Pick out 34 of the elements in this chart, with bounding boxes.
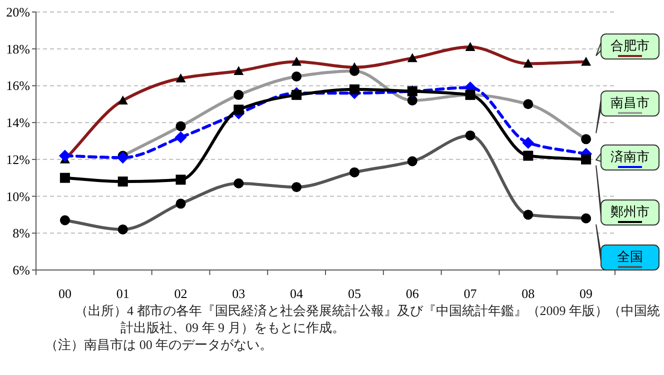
y-tick-label: 6%: [12, 262, 30, 278]
y-tick-label: 12%: [6, 152, 30, 167]
point: [174, 131, 187, 144]
y-tick-label: 16%: [6, 78, 30, 94]
x-tick-label: 07: [464, 286, 478, 301]
x-tick-label: 09: [580, 286, 593, 301]
x-tick-label: 05: [348, 286, 361, 301]
point: [292, 90, 302, 100]
y-tick-label: 20%: [6, 4, 30, 20]
point: [60, 172, 70, 183]
x-tick-label: 02: [174, 286, 188, 301]
x-tick-label: 04: [290, 286, 304, 301]
y-tick-label: 18%: [6, 41, 30, 56]
text: （注）南昌市は 00 年のデータがない。: [45, 336, 274, 353]
point: [234, 104, 244, 115]
point: [523, 150, 534, 161]
x-tick-label: 01: [116, 286, 130, 301]
point: [349, 84, 360, 94]
x-tick-label: 03: [232, 286, 246, 301]
x-tick-label: 06: [406, 286, 420, 301]
series-label: 済南市: [610, 149, 650, 164]
text: （出所）4 都市の各年『国民経済と社会発展統計公報』及び『中国統計年鑑』（2009 年版）（中国統計出版社、09 年 9 月）をもとに作成。: [75, 302, 660, 336]
x-tick-label: 08: [522, 286, 535, 301]
point: [176, 174, 186, 185]
x-tick-label: 00: [58, 286, 72, 301]
series-label: 合肥市: [610, 38, 650, 53]
point: [581, 154, 592, 164]
y-tick-label: 10%: [6, 188, 30, 204]
y-tick-label: 14%: [6, 115, 30, 130]
point: [118, 176, 128, 187]
point: [58, 150, 71, 162]
point: [522, 136, 534, 149]
point: [116, 152, 129, 164]
y-tick-label: 8%: [12, 226, 30, 241]
